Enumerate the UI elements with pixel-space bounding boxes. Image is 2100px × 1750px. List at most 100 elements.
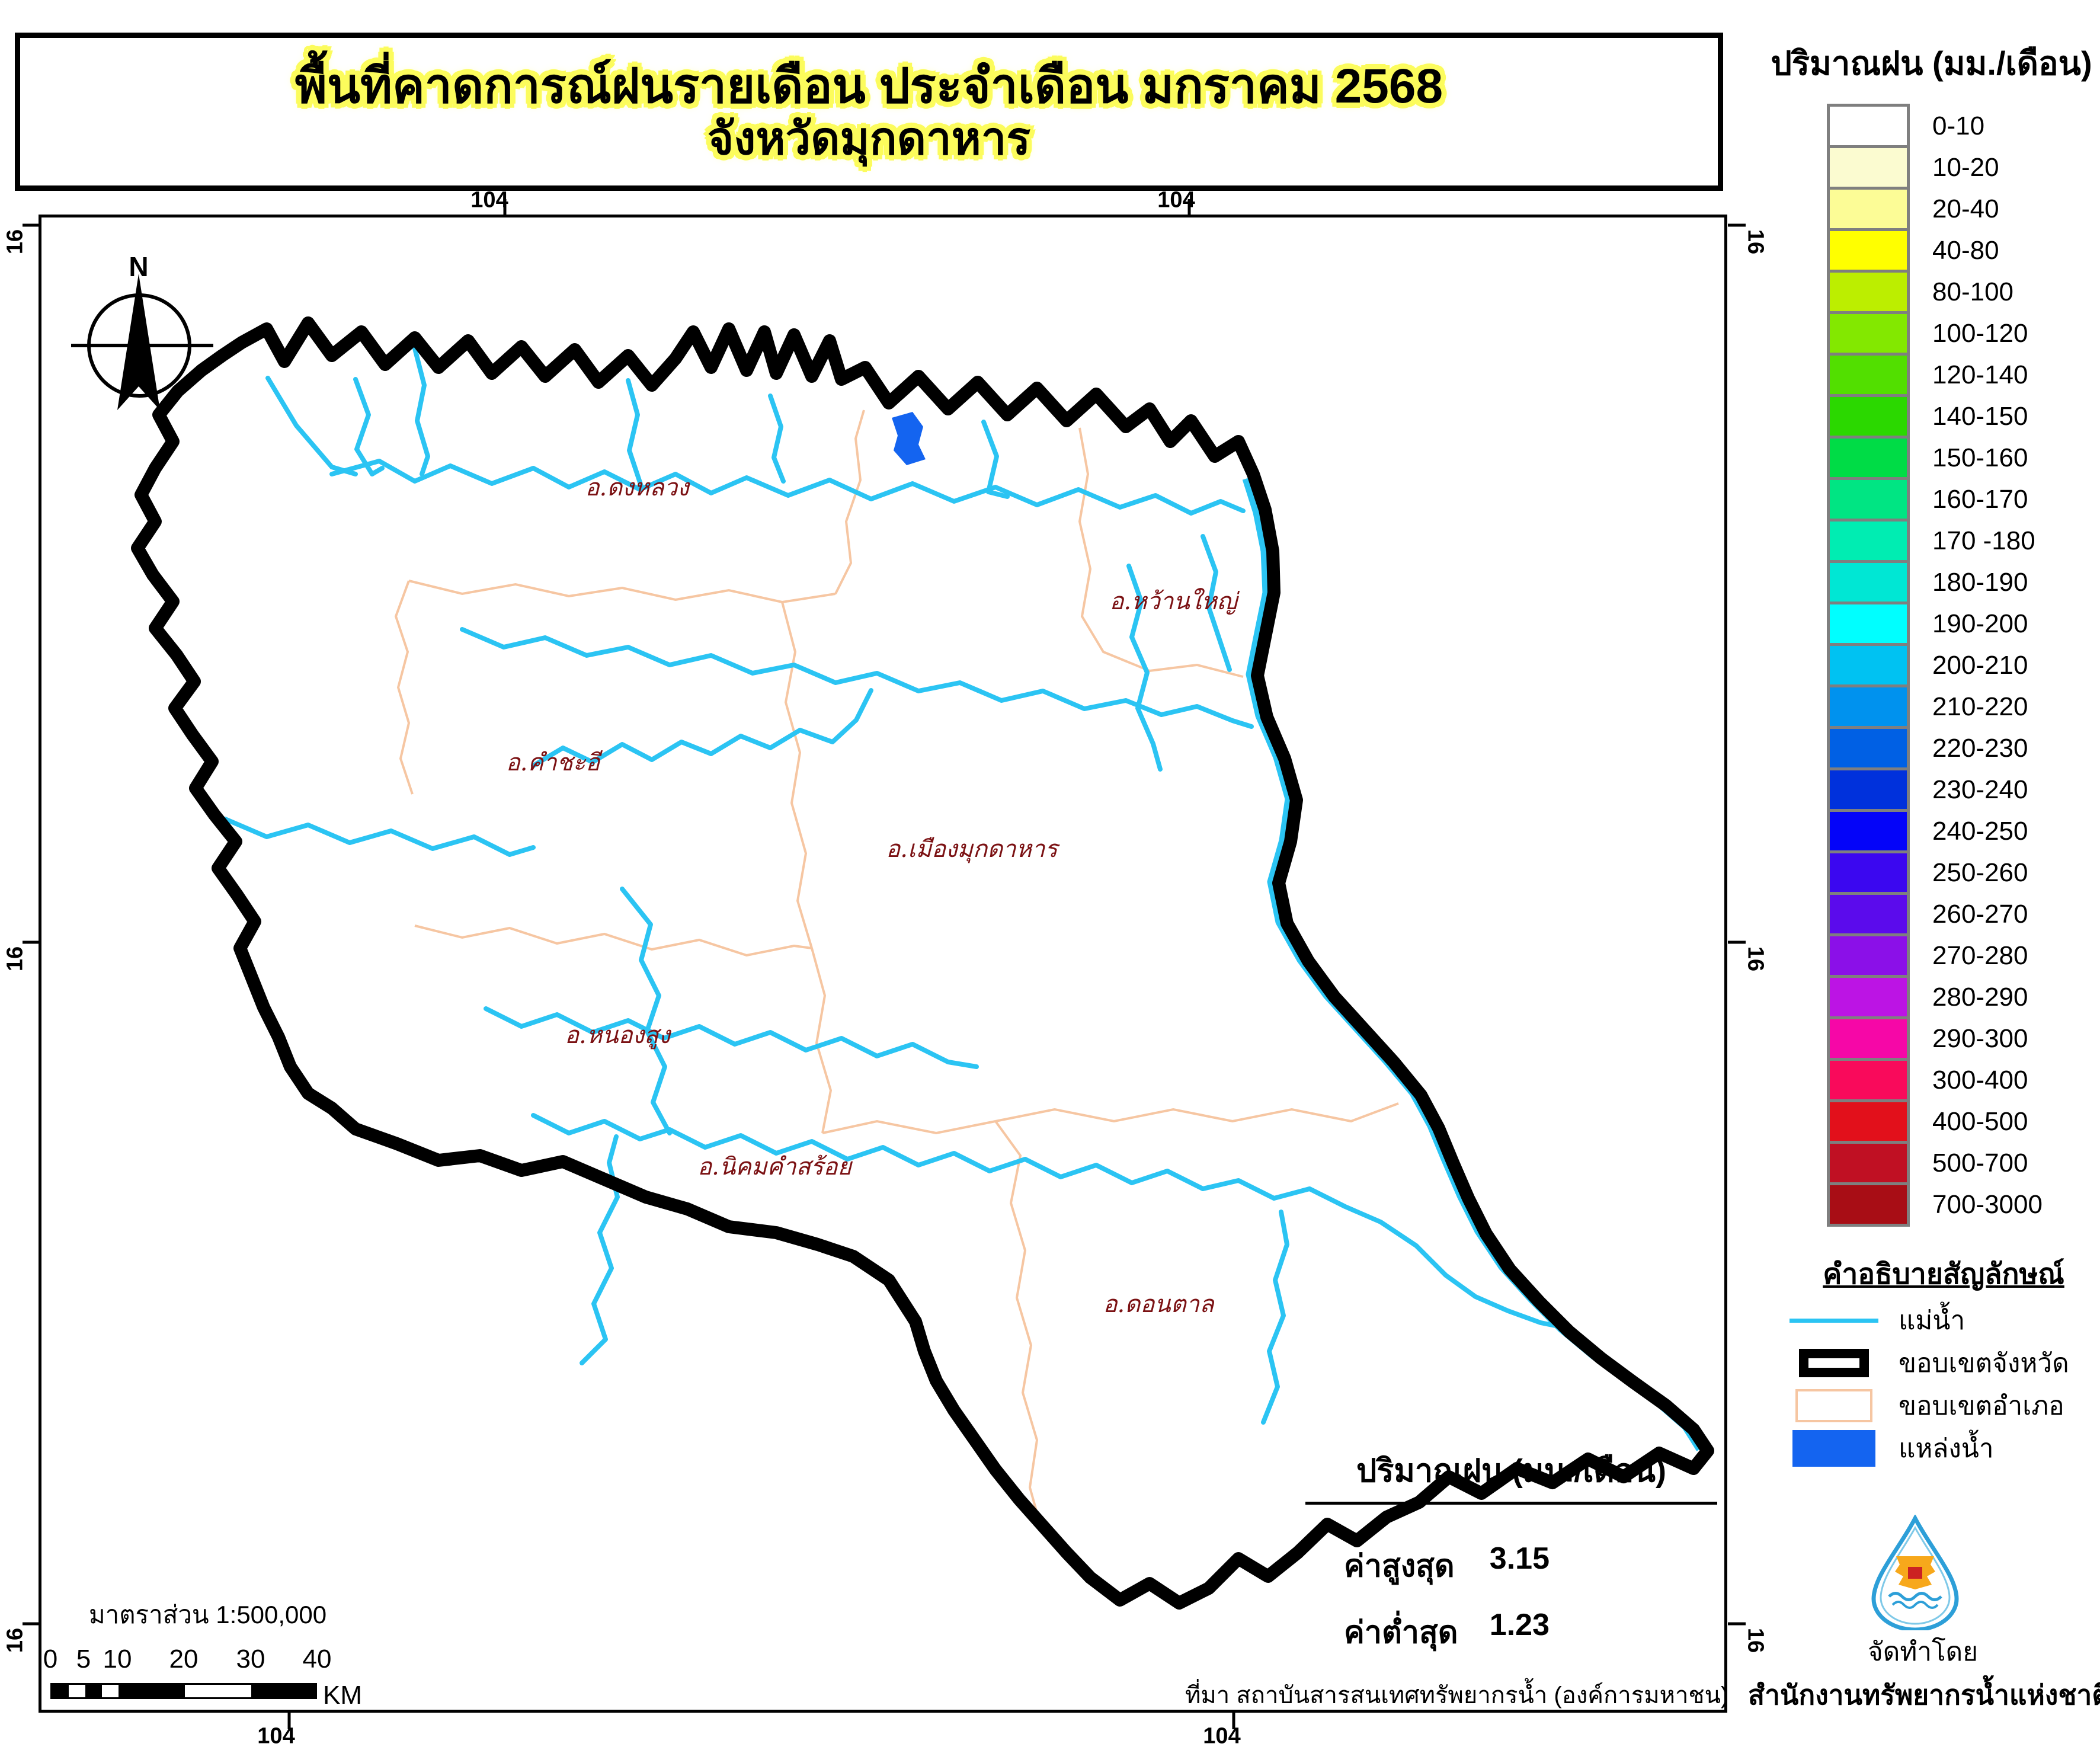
rain-class-range: 100-120 bbox=[1932, 318, 2028, 348]
symbol-label: แหล่งน้ำ bbox=[1899, 1434, 1994, 1463]
symbol-legend-row: ขอบเขตจังหวัด bbox=[1790, 1342, 2100, 1384]
district-label: อ.นิคมคำสร้อย bbox=[697, 1153, 851, 1180]
rain-class-swatch bbox=[1827, 270, 1910, 314]
agency-logo bbox=[1871, 1515, 1959, 1630]
rain-class-row: 80-100 bbox=[1827, 270, 2099, 314]
rain-class-swatch bbox=[1827, 228, 1910, 273]
scale-segment bbox=[102, 1685, 119, 1697]
stats-title: ปริมาณฝน (มม./เดือน) bbox=[1305, 1445, 1717, 1505]
stats-max-value: 3.15 bbox=[1489, 1541, 1550, 1576]
scale-caption: มาตราส่วน 1:500,000 bbox=[89, 1601, 327, 1629]
province-boundary-icon bbox=[1799, 1349, 1869, 1377]
scale-tick-label: 30 bbox=[236, 1645, 265, 1674]
symbol-graphic bbox=[1790, 1389, 1878, 1422]
symbol-legend-row: แม่น้ำ bbox=[1790, 1299, 2100, 1342]
rain-class-row: 220-230 bbox=[1827, 726, 2099, 770]
page-subtitle: จังหวัดมุกดาหาร bbox=[707, 113, 1031, 164]
produced-by-label: จัดทำโดย bbox=[1867, 1637, 1979, 1666]
rain-legend-title: ปริมาณฝน (มม./เดือน) bbox=[1771, 44, 2092, 82]
rain-class-list: 0-10 10-20 20-40 40-80 80-100 100-120 120-140 1… bbox=[1827, 104, 2099, 1227]
rain-class-row: 300-400 bbox=[1827, 1058, 2099, 1102]
rain-class-row: 20-40 bbox=[1827, 187, 2099, 231]
organization-name: สำนักงานทรัพยากรน้ำแห่งชาติภาค 3 bbox=[1748, 1679, 2100, 1710]
rain-class-range: 0-10 bbox=[1932, 111, 1985, 140]
graticule-label: 16 bbox=[2, 1627, 28, 1653]
rain-class-range: 240-250 bbox=[1932, 816, 2028, 846]
rain-class-swatch bbox=[1827, 933, 1910, 978]
rain-class-row: 270-280 bbox=[1827, 933, 2099, 978]
rain-class-range: 190-200 bbox=[1932, 609, 2028, 638]
district-label: อ.เมืองมุกดาหาร bbox=[886, 836, 1058, 863]
rain-class-swatch bbox=[1827, 1016, 1910, 1061]
rain-class-range: 300-400 bbox=[1932, 1065, 2028, 1095]
rain-class-swatch bbox=[1827, 187, 1910, 231]
rain-class-row: 230-240 bbox=[1827, 767, 2099, 812]
rain-class-range: 250-260 bbox=[1932, 858, 2028, 887]
rain-class-range: 20-40 bbox=[1932, 194, 1999, 223]
rain-class-row: 260-270 bbox=[1827, 892, 2099, 936]
rain-class-row: 0-10 bbox=[1827, 104, 2099, 148]
compass-north-label: N bbox=[129, 251, 149, 282]
rain-class-row: 40-80 bbox=[1827, 228, 2099, 273]
source-attribution: ที่มา สถาบันสารสนเทศทรัพยากรน้ำ (องค์การ… bbox=[1185, 1682, 1729, 1709]
rain-class-swatch bbox=[1827, 809, 1910, 853]
rain-class-swatch bbox=[1827, 726, 1910, 770]
rain-class-range: 120-140 bbox=[1932, 360, 2028, 389]
rain-class-row: 400-500 bbox=[1827, 1099, 2099, 1144]
rain-class-swatch bbox=[1827, 1182, 1910, 1227]
district-label: อ.หว้านใหญ่ bbox=[1109, 588, 1237, 615]
rain-class-row: 160-170 bbox=[1827, 477, 2099, 522]
scale-segment bbox=[69, 1685, 85, 1697]
rain-class-range: 160-170 bbox=[1932, 484, 2028, 514]
symbol-label: ขอบเขตอำเภอ bbox=[1899, 1391, 2064, 1421]
rain-class-swatch bbox=[1827, 353, 1910, 397]
rain-class-row: 150-160 bbox=[1827, 436, 2099, 480]
rain-class-range: 170 -180 bbox=[1932, 526, 2035, 555]
graticule-label: 16 bbox=[1743, 946, 1768, 972]
rain-class-row: 170 -180 bbox=[1827, 519, 2099, 563]
rain-class-row: 190-200 bbox=[1827, 602, 2099, 646]
rain-class-row: 240-250 bbox=[1827, 809, 2099, 853]
district-label: อ.ดอนตาล bbox=[1103, 1291, 1214, 1318]
graticule-label: 16 bbox=[1743, 1627, 1768, 1653]
symbol-legend-title: คำอธิบายสัญลักษณ์ bbox=[1823, 1259, 2064, 1290]
rain-class-swatch bbox=[1827, 1058, 1910, 1102]
scale-segment bbox=[119, 1685, 185, 1697]
stats-max-label: ค่าสูงสุด bbox=[1344, 1549, 1455, 1583]
rain-class-swatch bbox=[1827, 560, 1910, 604]
symbol-legend-row: ขอบเขตอำเภอ bbox=[1790, 1384, 2100, 1427]
rain-class-range: 220-230 bbox=[1932, 733, 2028, 763]
scale-segment bbox=[185, 1685, 251, 1697]
district-boundary-icon bbox=[1795, 1389, 1872, 1422]
scale-segment bbox=[251, 1685, 315, 1697]
symbol-label: แม่น้ำ bbox=[1899, 1306, 1965, 1335]
rain-class-swatch bbox=[1827, 684, 1910, 729]
scale-tick-label: 40 bbox=[302, 1645, 332, 1674]
rain-class-range: 80-100 bbox=[1932, 277, 2014, 306]
river-line-icon bbox=[1790, 1318, 1878, 1323]
rain-class-range: 210-220 bbox=[1932, 692, 2028, 721]
rain-class-range: 260-270 bbox=[1932, 899, 2028, 929]
rain-class-row: 280-290 bbox=[1827, 975, 2099, 1019]
rain-class-row: 200-210 bbox=[1827, 643, 2099, 687]
graticule-label: 16 bbox=[1743, 229, 1768, 255]
rain-class-swatch bbox=[1827, 975, 1910, 1019]
rain-class-range: 280-290 bbox=[1932, 982, 2028, 1012]
title-box: พื้นที่คาดการณ์ฝนรายเดือน ประจำเดือน มกร… bbox=[15, 33, 1723, 191]
rain-class-range: 40-80 bbox=[1932, 235, 1999, 265]
symbol-graphic bbox=[1790, 1318, 1878, 1323]
page-title: พื้นที่คาดการณ์ฝนรายเดือน ประจำเดือน มกร… bbox=[294, 59, 1443, 113]
rain-class-swatch bbox=[1827, 767, 1910, 812]
rain-class-range: 10-20 bbox=[1932, 152, 1999, 182]
rain-class-swatch bbox=[1827, 1141, 1910, 1185]
district-label: อ.หนองสูง bbox=[565, 1022, 670, 1049]
rain-class-swatch bbox=[1827, 1099, 1910, 1144]
symbol-label: ขอบเขตจังหวัด bbox=[1899, 1349, 2069, 1378]
rain-class-row: 700-3000 bbox=[1827, 1182, 2099, 1227]
stats-min-label: ค่าต่ำสุด bbox=[1344, 1615, 1458, 1650]
district-label: อ.คำชะอี bbox=[505, 749, 600, 776]
rain-class-swatch bbox=[1827, 643, 1910, 687]
rain-class-swatch bbox=[1827, 145, 1910, 190]
scale-segment bbox=[85, 1685, 102, 1697]
scale-segment bbox=[52, 1685, 69, 1697]
